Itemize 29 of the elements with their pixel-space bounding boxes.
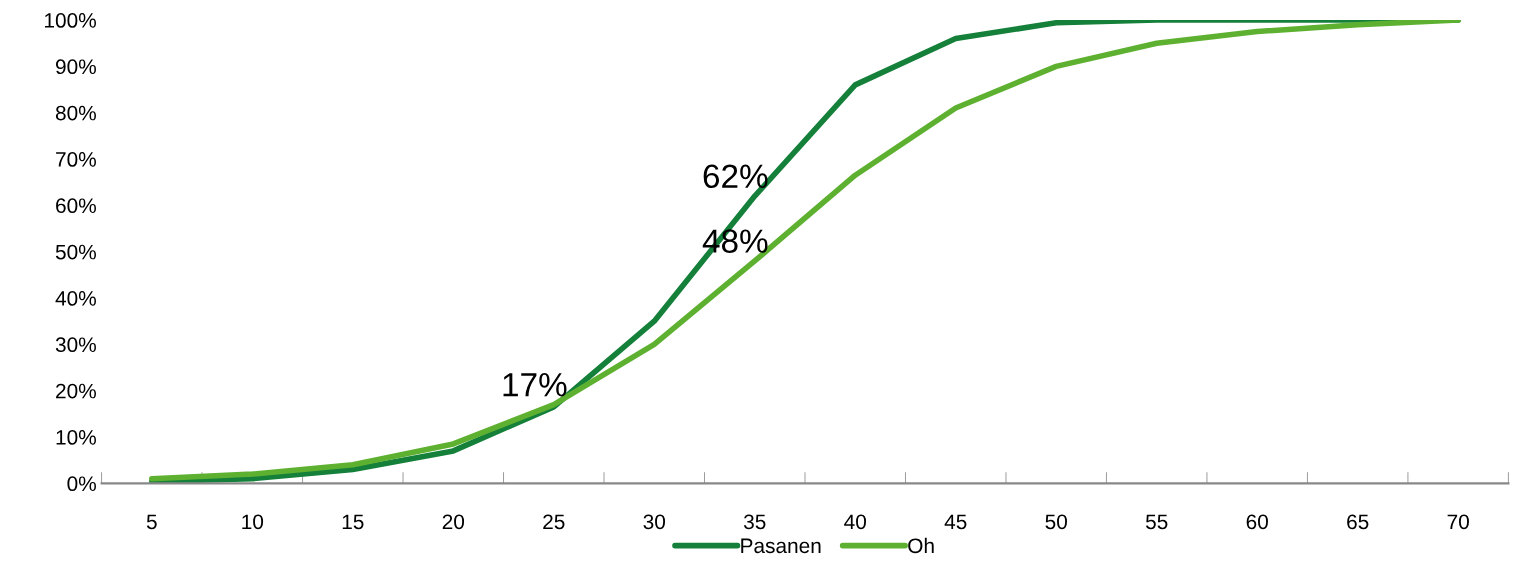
x-tick-label: 60 [1246, 514, 1268, 530]
y-tick-label: 10% [56, 430, 96, 445]
x-tick-label: 10 [242, 514, 264, 530]
y-tick-label: 20% [56, 383, 96, 399]
data-label: 62% [703, 164, 768, 189]
y-tick-label: 90% [55, 59, 96, 75]
x-tick-label: 45 [944, 514, 967, 530]
y-tick-label: 50% [55, 244, 96, 260]
x-tick-label: 30 [643, 514, 666, 530]
y-tick-label: 0% [67, 476, 96, 492]
y-tick-label: 60% [56, 198, 96, 214]
x-tick-label: 15 [342, 514, 364, 530]
x-tick-label: 25 [543, 514, 565, 530]
x-tick-label: 50 [1045, 514, 1067, 530]
x-tick-label: 40 [844, 514, 867, 530]
x-tick-label: 20 [442, 514, 465, 530]
legend-label: Oh [908, 537, 934, 554]
y-tick-label: 80% [55, 105, 96, 121]
legend-label: Pasanen [741, 538, 821, 554]
y-tick-label: 40% [55, 291, 96, 306]
x-tick-label: 70 [1447, 514, 1469, 530]
y-tick-label: 100% [45, 13, 96, 28]
y-tick-label: 70% [56, 152, 96, 167]
y-tick-label: 30% [55, 337, 96, 353]
x-tick-label: 35 [743, 514, 766, 530]
x-tick-label: 5 [146, 514, 157, 530]
data-label: 17% [503, 373, 567, 397]
x-tick-label: 55 [1145, 514, 1168, 530]
x-tick-label: 65 [1347, 514, 1369, 530]
